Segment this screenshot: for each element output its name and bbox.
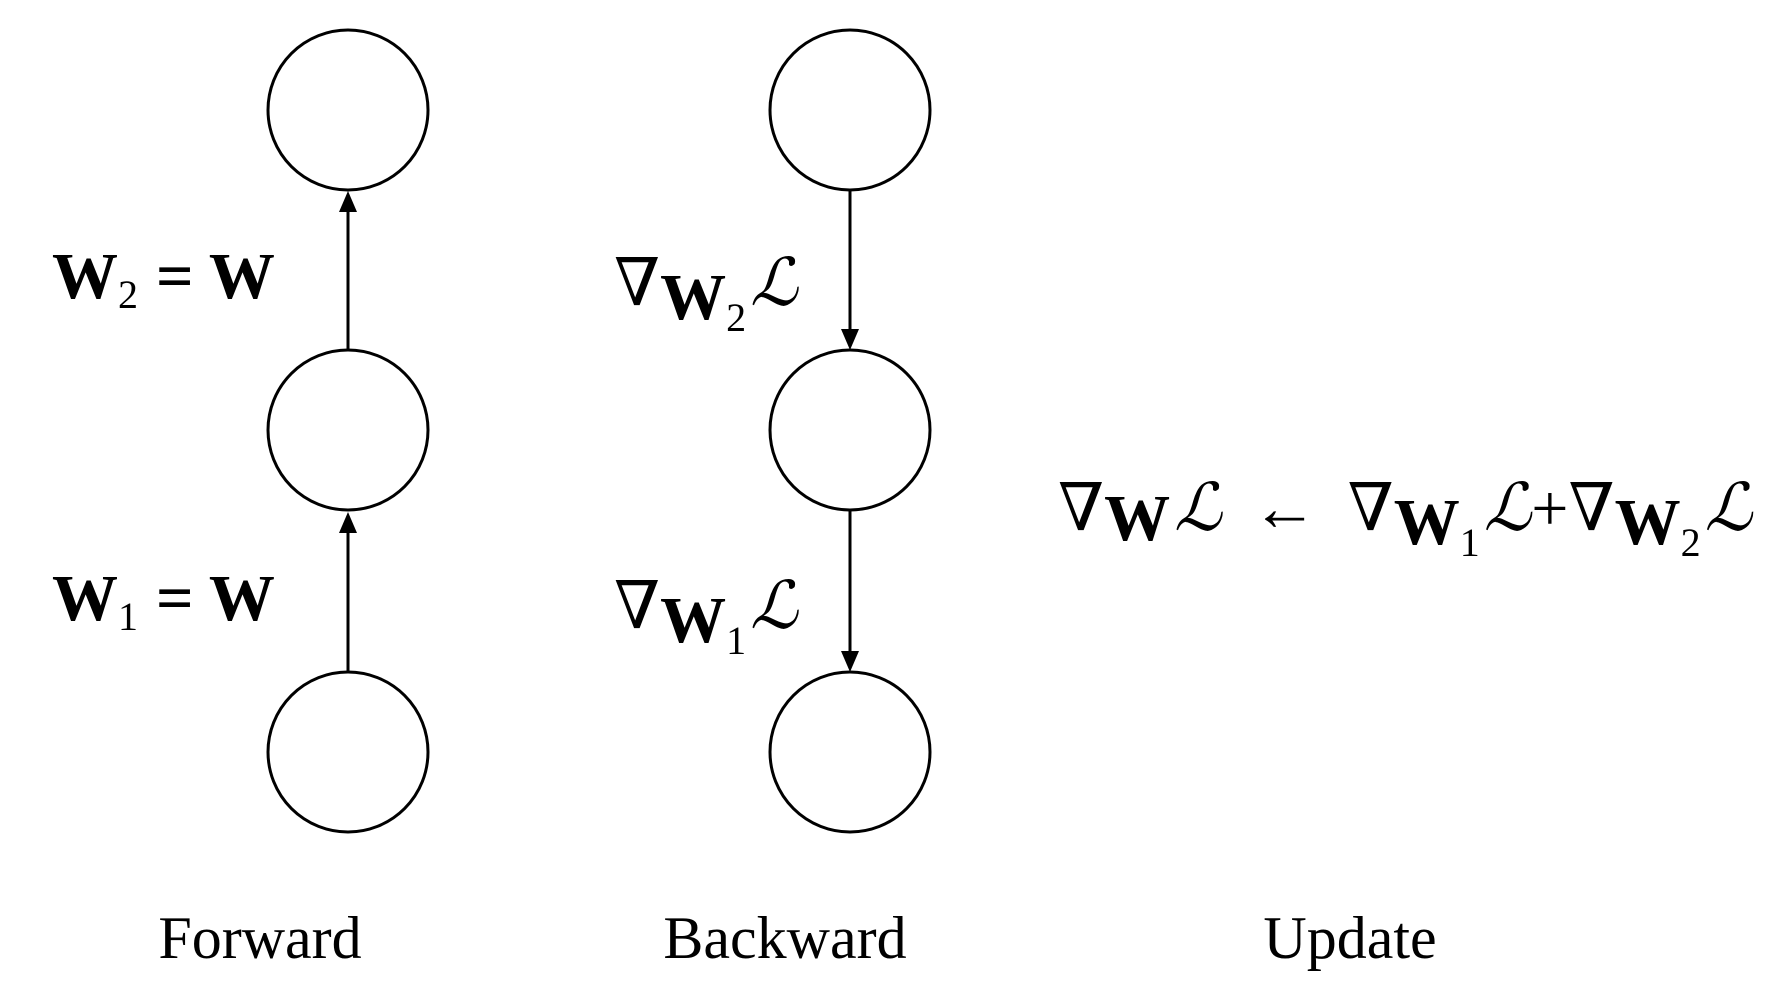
backward-arrow-upper bbox=[841, 190, 859, 350]
forward-bottom-node bbox=[266, 670, 430, 834]
forward-label-w2: W2 = W bbox=[52, 240, 275, 317]
update-equation: ∇Wℒ ← ∇W1ℒ+∇W2ℒ bbox=[1058, 469, 1754, 565]
forward-caption: Forward bbox=[158, 905, 361, 971]
backward-caption: Backward bbox=[663, 905, 906, 971]
forward-arrow-upper bbox=[339, 191, 357, 350]
backward-bottom-node bbox=[768, 670, 932, 834]
update-caption: Update bbox=[1263, 905, 1436, 971]
backward-top-node bbox=[768, 28, 932, 192]
forward-column: W2 = W W1 = W Forward bbox=[52, 28, 430, 971]
backward-label-grad-w1: ∇W1ℒ bbox=[614, 567, 799, 663]
backward-middle-node bbox=[768, 348, 932, 512]
update-column: ∇Wℒ ← ∇W1ℒ+∇W2ℒ Update bbox=[1058, 469, 1754, 971]
forward-top-node bbox=[266, 28, 430, 192]
backward-column: ∇W2ℒ ∇W1ℒ Backward bbox=[614, 28, 932, 971]
backward-label-grad-w2: ∇W2ℒ bbox=[614, 244, 799, 340]
backward-arrow-lower bbox=[841, 510, 859, 672]
forward-arrow-lower bbox=[339, 512, 357, 672]
forward-middle-node bbox=[266, 348, 430, 512]
forward-label-w1: W1 = W bbox=[52, 562, 275, 639]
